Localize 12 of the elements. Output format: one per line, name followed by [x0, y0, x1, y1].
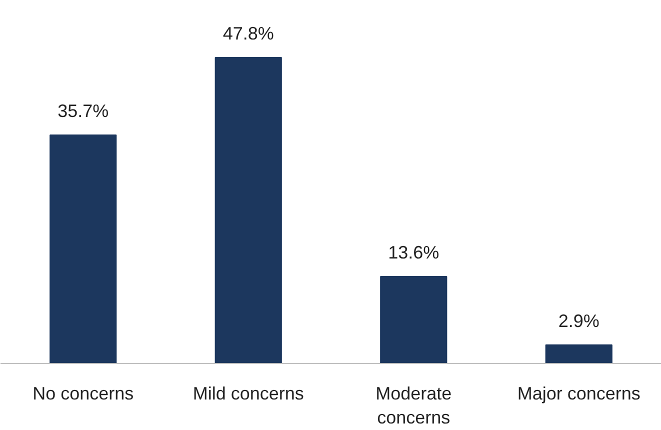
x-tick-label: Mild concerns [192, 384, 304, 404]
bar [380, 276, 448, 364]
x-tick-label: No concerns [32, 384, 134, 404]
data-label: 35.7% [58, 100, 109, 121]
bar [50, 134, 117, 364]
bar [214, 57, 282, 364]
x-tick-label: Moderate concerns [376, 384, 452, 428]
data-label: 2.9% [558, 310, 600, 331]
bar [545, 344, 612, 364]
data-label: 47.8% [222, 24, 274, 44]
data-label: 13.6% [388, 242, 440, 262]
x-tick-label: Major concerns [517, 384, 640, 404]
